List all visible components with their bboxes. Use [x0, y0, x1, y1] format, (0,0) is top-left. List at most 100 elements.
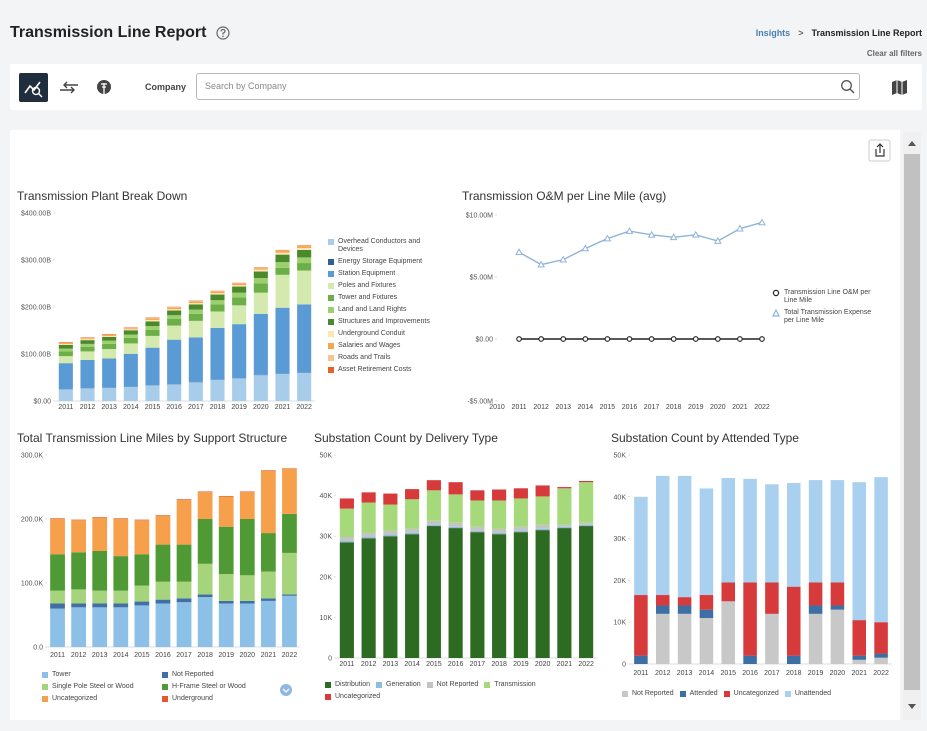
bar-segment: [765, 582, 779, 614]
legend-item: Not Reported: [426, 681, 485, 689]
bar-segment: [92, 517, 108, 518]
search-input[interactable]: [196, 73, 860, 100]
bar-segment: [58, 344, 73, 349]
bar-segment: [176, 602, 192, 647]
bar-segment: [123, 330, 138, 335]
bar-segment: [102, 387, 117, 401]
scrollbar[interactable]: [903, 132, 921, 720]
y-tick-label: 40K: [320, 493, 333, 500]
bar-segment: [721, 601, 736, 664]
bar-segment: [339, 508, 354, 538]
bar-segment: [405, 534, 420, 658]
x-tick-label: 2022: [296, 404, 312, 411]
bar-segment: [513, 530, 528, 533]
bar-segment: [239, 519, 255, 576]
x-tick-label: 2014: [113, 652, 129, 659]
bar-segment: [765, 484, 779, 583]
bar-segment: [721, 477, 736, 583]
bar-segment: [405, 532, 420, 535]
x-tick-label: 2016: [622, 404, 638, 411]
bar-segment: [145, 335, 160, 348]
breadcrumb-link[interactable]: Insights: [755, 28, 791, 38]
breadcrumb-current: Transmission Line Report: [811, 28, 922, 38]
x-tick-label: 2018: [786, 670, 802, 677]
bar-segment: [210, 379, 225, 401]
x-tick-label: 2022: [578, 661, 594, 668]
bar-segment: [361, 537, 376, 539]
marker: [603, 234, 612, 242]
search-icon[interactable]: [840, 79, 856, 95]
bar-segment: [253, 283, 268, 293]
bar-segment: [71, 519, 87, 521]
x-tick-label: 2017: [176, 652, 192, 659]
bar-segment: [92, 603, 108, 608]
legend-swatch: [328, 271, 334, 277]
legend-item: Attended: [679, 690, 724, 698]
bar-segment: [80, 343, 95, 347]
bar-segment: [361, 502, 376, 533]
x-tick-label: 2016: [742, 670, 758, 677]
x-tick-label: 2014: [699, 670, 715, 677]
legend-item: Salaries and Wages: [328, 342, 443, 350]
x-tick-label: 2021: [557, 661, 573, 668]
legend-item: Uncategorized: [42, 695, 162, 703]
bar-segment: [655, 605, 670, 614]
tower-button[interactable]: [97, 80, 111, 94]
bar-segment: [361, 538, 376, 658]
bar-segment: [188, 309, 203, 314]
bar-segment: [677, 597, 692, 606]
legend-item: Roads and Trails: [328, 354, 443, 362]
bar-segment: [210, 300, 225, 305]
bar-segment: [808, 605, 823, 614]
legend-label: Tower: [52, 671, 71, 678]
bar-segment: [188, 301, 203, 304]
legend-item: Generation: [376, 681, 427, 689]
y-tick-label: 300.0K: [21, 453, 44, 460]
bar-segment: [80, 351, 95, 360]
bar-segment: [513, 488, 528, 499]
marker: [560, 336, 567, 342]
chart: Total Transmission Line Miles by Support…: [17, 431, 300, 659]
x-tick-label: 2013: [555, 404, 571, 411]
bar-segment: [699, 488, 714, 596]
bar-segment: [275, 307, 290, 374]
chart-view-button[interactable]: [19, 73, 48, 102]
legend-marker-shape: [772, 289, 780, 297]
x-tick-label: 2020: [710, 404, 726, 411]
compare-button[interactable]: [60, 81, 78, 94]
bar-segment: [448, 522, 463, 527]
chart-title: Substation Count by Attended Type: [611, 431, 799, 445]
map-icon[interactable]: [890, 78, 910, 96]
x-tick-label: 2018: [491, 661, 507, 668]
bar-segment: [361, 492, 376, 503]
bar-segment: [579, 524, 594, 527]
legend-label: Unattended: [794, 690, 832, 697]
bar-segment: [176, 581, 192, 599]
bar-segment: [71, 607, 87, 647]
legend: Distribution Generation Not Reported Transm…: [325, 681, 595, 705]
breadcrumb: Insights > Transmission Line Report: [756, 28, 922, 38]
bar-segment: [492, 532, 507, 535]
x-tick-label: 2017: [470, 661, 486, 668]
clear-filters[interactable]: Clear all filters: [866, 49, 922, 58]
bar-segment: [339, 541, 354, 543]
scroll-down-badge[interactable]: [280, 684, 292, 696]
y-tick-label: 10K: [320, 615, 333, 622]
marker: [691, 230, 700, 238]
bar-segment: [492, 534, 507, 658]
export-button[interactable]: [868, 139, 891, 162]
bar-segment: [260, 533, 276, 572]
x-tick-label: 2018: [197, 652, 213, 659]
bar-segment: [197, 491, 213, 493]
x-tick-label: 2022: [282, 652, 298, 659]
legend-swatch: [328, 367, 334, 373]
bar-segment: [167, 339, 182, 385]
bar-segment: [218, 495, 234, 497]
bar-segment: [58, 343, 73, 345]
help-icon[interactable]: [216, 26, 230, 40]
bar-segment: [339, 537, 354, 542]
legend-label: Overhead Conductors and Devices: [338, 238, 421, 253]
legend-label: Underground Conduit: [338, 330, 405, 337]
x-tick-label: 2010: [489, 404, 505, 411]
y-tick-label: 20K: [320, 574, 333, 581]
